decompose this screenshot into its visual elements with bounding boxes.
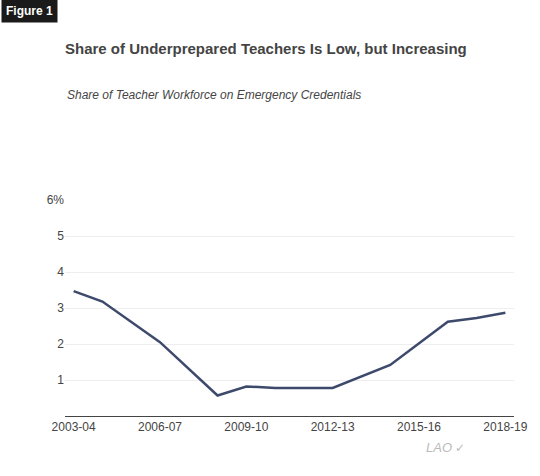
svg-text:3: 3 — [57, 301, 64, 315]
svg-text:2003-04: 2003-04 — [52, 420, 96, 434]
svg-text:2018-19: 2018-19 — [483, 420, 527, 434]
svg-text:2009-10: 2009-10 — [224, 420, 268, 434]
svg-text:Share of Underprepared Teacher: Share of Underprepared Teachers Is Low, … — [65, 40, 467, 57]
svg-text:2012-13: 2012-13 — [311, 420, 355, 434]
svg-text:5: 5 — [57, 229, 64, 243]
svg-text:2006-07: 2006-07 — [138, 420, 182, 434]
svg-text:2015-16: 2015-16 — [397, 420, 441, 434]
svg-text:6%: 6% — [47, 193, 65, 207]
svg-text:Share of Teacher Workforce on: Share of Teacher Workforce on Emergency … — [67, 88, 361, 102]
svg-text:✓: ✓ — [455, 441, 465, 455]
svg-text:2: 2 — [57, 337, 64, 351]
svg-text:4: 4 — [57, 265, 64, 279]
svg-text:Figure 1: Figure 1 — [6, 4, 53, 18]
svg-text:1: 1 — [57, 373, 64, 387]
svg-text:LAO: LAO — [426, 440, 452, 455]
